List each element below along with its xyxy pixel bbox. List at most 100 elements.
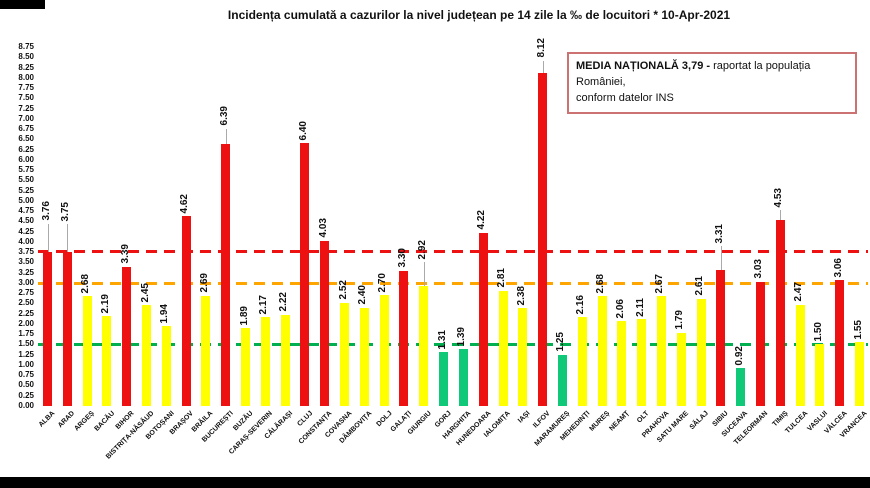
bar-value-label: 2.52 bbox=[337, 280, 349, 300]
bar-value-label: 1.25 bbox=[555, 332, 567, 352]
legend-text-line2: conform datelor INS bbox=[576, 91, 674, 104]
bar-value-label: 1.89 bbox=[238, 306, 250, 326]
bar-bacău bbox=[102, 316, 112, 406]
bar-value-label: 1.50 bbox=[812, 322, 824, 342]
y-axis-tick-label: 8.00 bbox=[18, 72, 34, 82]
bar-value-label: 1.79 bbox=[674, 310, 686, 330]
bar-value-label: 3.06 bbox=[832, 257, 844, 278]
y-axis-tick-label: 0.50 bbox=[18, 380, 34, 390]
legend-bold-text: MEDIA NAȚIONALĂ 3,79 - bbox=[576, 60, 714, 72]
bar-value-label: 2.92 bbox=[416, 239, 428, 260]
bar-value-label: 3.76 bbox=[40, 201, 52, 221]
y-axis-tick-label: 8.75 bbox=[18, 42, 34, 51]
y-axis-tick-label: 5.00 bbox=[18, 195, 34, 205]
bar-sălaj bbox=[696, 298, 706, 406]
bar-mureș bbox=[597, 296, 607, 406]
y-axis-tick-label: 2.00 bbox=[18, 318, 34, 328]
x-axis-county-label: ARGEȘ bbox=[73, 410, 97, 433]
y-axis-tick-label: 6.50 bbox=[18, 134, 34, 144]
bar-argeș bbox=[82, 296, 92, 406]
bar-harghita bbox=[458, 348, 468, 406]
bar-brăila bbox=[201, 295, 211, 406]
bar-caraș-severin bbox=[260, 316, 270, 406]
bar-ilfov bbox=[538, 72, 548, 406]
bar-giurgiu bbox=[419, 286, 429, 406]
top-left-black-strip bbox=[0, 0, 45, 9]
x-axis-county-label: OLT bbox=[636, 410, 651, 425]
bar-prahova bbox=[656, 296, 666, 406]
bar-arad bbox=[62, 252, 72, 406]
bar-tulcea bbox=[795, 304, 805, 406]
y-axis-tick-label: 2.25 bbox=[18, 308, 34, 318]
bar-value-label: 3.03 bbox=[753, 259, 765, 279]
bar-galați bbox=[399, 270, 409, 406]
bar-value-label: 6.40 bbox=[297, 120, 309, 141]
bar-olt bbox=[637, 319, 647, 406]
bar-sibiu bbox=[716, 270, 726, 406]
bar-value-label: 2.67 bbox=[654, 274, 666, 294]
bar-value-label: 3.39 bbox=[119, 244, 131, 264]
x-axis-county-label: NEAMȚ bbox=[608, 410, 631, 433]
x-axis-county-label: SĂLAJ bbox=[688, 410, 710, 432]
chart-title: Incidența cumulată a cazurilor la nivel … bbox=[227, 8, 731, 22]
bar-value-label: 2.19 bbox=[99, 293, 111, 314]
bar-gorj bbox=[439, 352, 449, 406]
label-leader-line bbox=[47, 223, 49, 252]
bar-value-label: 8.12 bbox=[535, 38, 547, 58]
bar-value-label: 2.22 bbox=[278, 292, 290, 312]
y-axis-tick-label: 8.25 bbox=[18, 62, 34, 72]
y-axis-tick-label: 0.75 bbox=[18, 370, 34, 380]
bar-dolj bbox=[379, 295, 389, 406]
y-axis-tick-label: 5.25 bbox=[18, 185, 34, 195]
bar-value-label: 2.06 bbox=[614, 299, 626, 319]
bar-value-label: 2.38 bbox=[515, 285, 527, 306]
bar-ialomița bbox=[498, 290, 508, 406]
bar-vâlcea bbox=[835, 280, 845, 406]
y-axis-tick-label: 5.75 bbox=[18, 165, 34, 175]
x-axis-county-label: ALBA bbox=[37, 410, 57, 429]
y-axis-tick-label: 4.00 bbox=[18, 236, 34, 246]
bar-iași bbox=[518, 308, 528, 406]
bar-buzău bbox=[241, 328, 251, 406]
y-axis-tick-label: 3.25 bbox=[18, 267, 34, 277]
reference-line-media-nationala bbox=[38, 249, 868, 253]
bar-brașov bbox=[181, 216, 191, 406]
bar-maramureș bbox=[557, 354, 567, 406]
y-axis-tick-label: 1.00 bbox=[18, 359, 34, 369]
bar-value-label: 3.30 bbox=[396, 248, 408, 268]
y-axis-tick-label: 2.50 bbox=[18, 298, 34, 308]
bar-vrancea bbox=[855, 342, 864, 406]
y-axis-tick-label: 4.50 bbox=[18, 216, 34, 226]
bar-alba bbox=[43, 251, 52, 406]
x-axis-county-label: CLUJ bbox=[296, 410, 314, 428]
bar-botoșani bbox=[161, 326, 171, 406]
bar-value-label: 2.68 bbox=[595, 273, 607, 294]
y-axis-tick-label: 1.50 bbox=[18, 339, 34, 349]
bar-value-label: 2.11 bbox=[634, 297, 646, 317]
label-leader-line bbox=[720, 246, 722, 271]
bar-bistrița-năsăud bbox=[142, 305, 152, 406]
bar-covasna bbox=[340, 302, 350, 406]
label-leader-line bbox=[780, 210, 782, 221]
x-axis-county-label: BACĂU bbox=[93, 410, 116, 433]
bar-teleorman bbox=[755, 281, 765, 406]
y-axis-tick-label: 1.75 bbox=[18, 329, 34, 339]
bar-value-label: 0.92 bbox=[733, 345, 745, 366]
bar-value-label: 1.55 bbox=[852, 319, 864, 340]
y-axis-tick-label: 7.00 bbox=[18, 113, 34, 123]
bar-value-label: 4.62 bbox=[179, 193, 191, 214]
bar-suceava bbox=[736, 368, 746, 406]
reference-line-prag-1.5 bbox=[38, 343, 868, 347]
bar-value-label: 4.53 bbox=[773, 187, 785, 208]
y-axis-tick-label: 0.00 bbox=[18, 401, 34, 410]
label-leader-line bbox=[225, 128, 227, 144]
legend-text-line1: raportat la populația României, bbox=[576, 60, 811, 88]
bar-value-label: 2.69 bbox=[198, 273, 210, 293]
bottom-black-bar bbox=[0, 477, 870, 488]
y-axis-tick-label: 4.25 bbox=[18, 226, 34, 236]
y-axis-tick-label: 7.25 bbox=[18, 103, 34, 113]
y-axis-tick-label: 6.25 bbox=[18, 144, 34, 154]
bar-dâmbovița bbox=[359, 307, 369, 406]
y-axis-tick-label: 0.25 bbox=[18, 390, 34, 400]
x-axis-county-label: DOLJ bbox=[374, 410, 394, 429]
